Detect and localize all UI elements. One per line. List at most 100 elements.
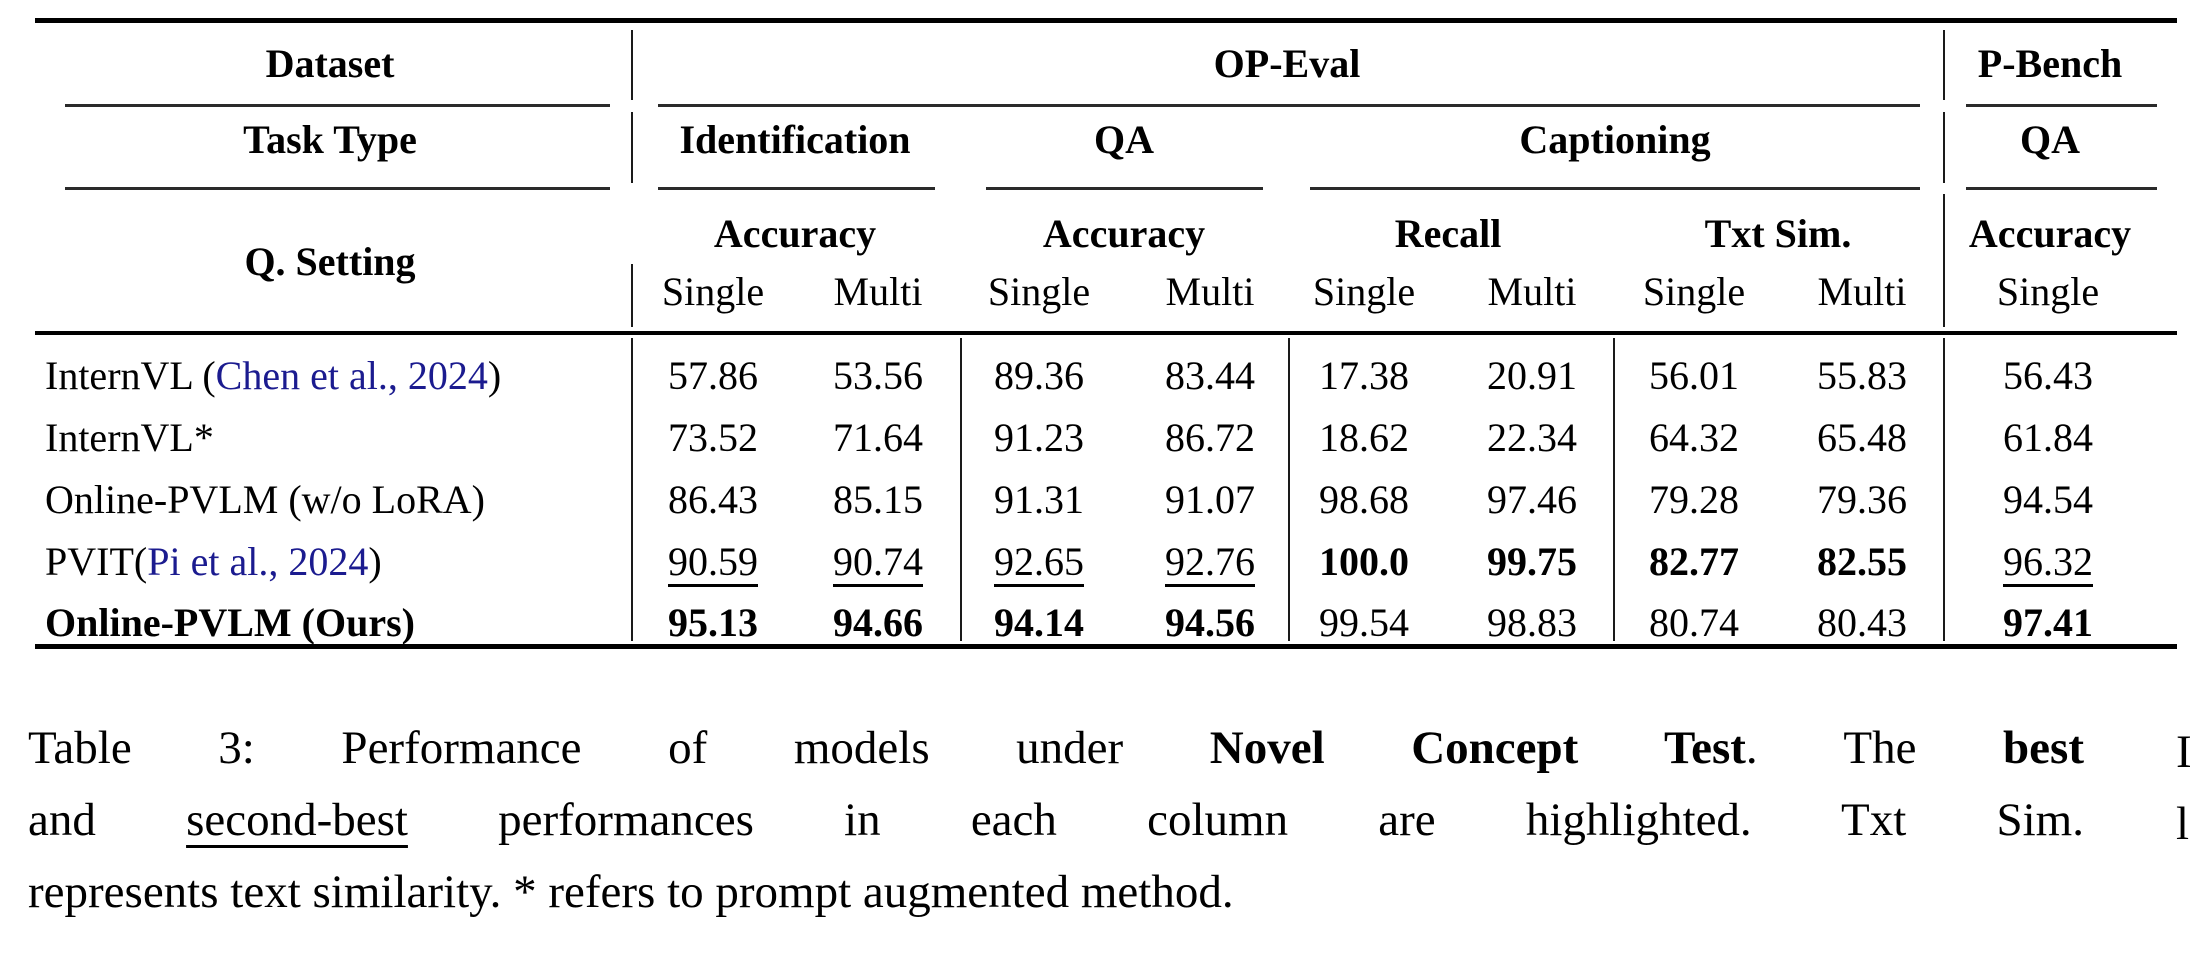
setting-label: Single (987, 269, 1091, 314)
header-captioning: Captioning (1519, 117, 1711, 162)
metric-value: 100.0 (1319, 539, 1409, 584)
metric-value: 90.59 (668, 539, 758, 584)
setting-label: Single (1996, 269, 2100, 314)
model-name-text: Online-PVLM (Ours) (45, 600, 415, 645)
metric-value: 71.64 (833, 415, 923, 460)
metric-value: 73.52 (668, 415, 758, 460)
metric-value: 53.56 (833, 353, 923, 398)
metric-value: 94.54 (2003, 477, 2093, 522)
metric-value: 82.77 (1649, 539, 1739, 584)
metric-value: 79.28 (1649, 477, 1739, 522)
column-separator (631, 338, 633, 641)
header-qa: QA (1094, 117, 1154, 162)
metric-value: 91.31 (994, 477, 1084, 522)
metric-value: 80.74 (1649, 600, 1739, 645)
header-dataset: Dataset (265, 41, 395, 86)
metric-value: 94.66 (833, 600, 923, 645)
table-bottom-rule (35, 644, 2177, 649)
model-name-text: PVIT( (45, 539, 148, 584)
header-accuracy-qa: Accuracy (1042, 211, 1206, 256)
caption-bold-novel-concept-test: Novel Concept Test (1209, 722, 1746, 774)
metric-value: 20.91 (1487, 353, 1577, 398)
column-separator (1943, 30, 1945, 100)
model-name-text: Online-PVLM (w/o LoRA) (45, 477, 485, 522)
column-rule-dataset (65, 104, 610, 107)
citation-link[interactable]: Chen et al., 2024 (215, 353, 488, 398)
column-rule-task-type (65, 187, 610, 190)
metric-value: 17.38 (1319, 353, 1409, 398)
metric-value: 82.55 (1817, 539, 1907, 584)
column-separator (631, 264, 633, 327)
header-txt-sim: Txt Sim. (1704, 211, 1852, 256)
clipped-text-fragment: l (2176, 798, 2190, 850)
table-caption: Table 3: Performance of models under Nov… (28, 712, 2084, 928)
metric-value: 65.48 (1817, 415, 1907, 460)
column-separator (1943, 338, 1945, 641)
header-task-type: Task Type (243, 117, 417, 162)
metric-value: 79.36 (1817, 477, 1907, 522)
header-p-bench-qa: QA (2020, 117, 2080, 162)
setting-label: Single (1312, 269, 1416, 314)
column-separator (1613, 338, 1615, 641)
metric-value: 22.34 (1487, 415, 1577, 460)
metric-value: 80.43 (1817, 600, 1907, 645)
setting-label: Multi (1487, 269, 1577, 314)
model-name-text: ) (368, 539, 382, 584)
model-name: InternVL* (45, 414, 214, 461)
metric-value: 56.01 (1649, 353, 1739, 398)
column-rule-qa (986, 187, 1263, 190)
metric-value: 97.46 (1487, 477, 1577, 522)
column-separator (631, 112, 633, 183)
caption-text: and (28, 794, 187, 846)
metric-value: 94.56 (1165, 600, 1255, 645)
metric-value: 95.13 (668, 600, 758, 645)
metric-value: 57.86 (668, 353, 758, 398)
setting-label: Multi (833, 269, 923, 314)
metric-value: 91.23 (994, 415, 1084, 460)
metric-value: 61.84 (2003, 415, 2093, 460)
setting-label: Multi (1817, 269, 1907, 314)
model-name-text: InternVL ( (45, 353, 216, 398)
model-name: Online-PVLM (w/o LoRA) (45, 476, 485, 523)
header-accuracy-ident: Accuracy (713, 211, 877, 256)
metric-value: 91.07 (1165, 477, 1255, 522)
metric-value: 99.75 (1487, 539, 1577, 584)
header-op-eval: OP-Eval (1213, 41, 1361, 86)
metric-value: 98.68 (1319, 477, 1409, 522)
metric-value: 99.54 (1319, 600, 1409, 645)
column-rule-p-bench (1966, 104, 2157, 107)
caption-underline-second-best: second-best (186, 794, 408, 846)
model-name: Online-PVLM (Ours) (45, 599, 415, 646)
header-recall: Recall (1394, 211, 1502, 256)
caption-text: Table 3: Performance of models under (28, 722, 1210, 774)
setting-label: Single (1642, 269, 1746, 314)
metric-value: 85.15 (833, 477, 923, 522)
clipped-text-fragment: I (2176, 726, 2191, 778)
metric-value: 86.72 (1165, 415, 1255, 460)
column-separator (1288, 338, 1290, 641)
setting-label: Multi (1165, 269, 1255, 314)
metric-value: 18.62 (1319, 415, 1409, 460)
metric-value: 94.14 (994, 600, 1084, 645)
caption-text: represents text similarity. * refers to … (28, 866, 1234, 918)
column-separator (1943, 194, 1945, 327)
header-identification: Identification (679, 117, 911, 162)
caption-line-2: and second-best performances in each col… (28, 784, 2084, 856)
column-rule-p-bench-qa (1966, 187, 2157, 190)
metric-value: 90.74 (833, 539, 923, 584)
metric-value: 98.83 (1487, 600, 1577, 645)
column-rule-op-eval (658, 104, 1920, 107)
caption-line-3: represents text similarity. * refers to … (28, 856, 2084, 928)
metric-value: 64.32 (1649, 415, 1739, 460)
column-rule-captioning (1310, 187, 1920, 190)
caption-line-1: Table 3: Performance of models under Nov… (28, 712, 2084, 784)
model-name-text: ) (487, 353, 502, 398)
column-separator (1943, 112, 1945, 183)
metric-value: 56.43 (2003, 353, 2093, 398)
model-name: InternVL (Chen et al., 2024) (45, 352, 501, 399)
header-accuracy-p-bench: Accuracy (1968, 211, 2132, 256)
header-q-setting: Q. Setting (244, 239, 416, 284)
citation-link[interactable]: Pi et al., 2024 (147, 539, 369, 584)
column-separator (631, 30, 633, 100)
